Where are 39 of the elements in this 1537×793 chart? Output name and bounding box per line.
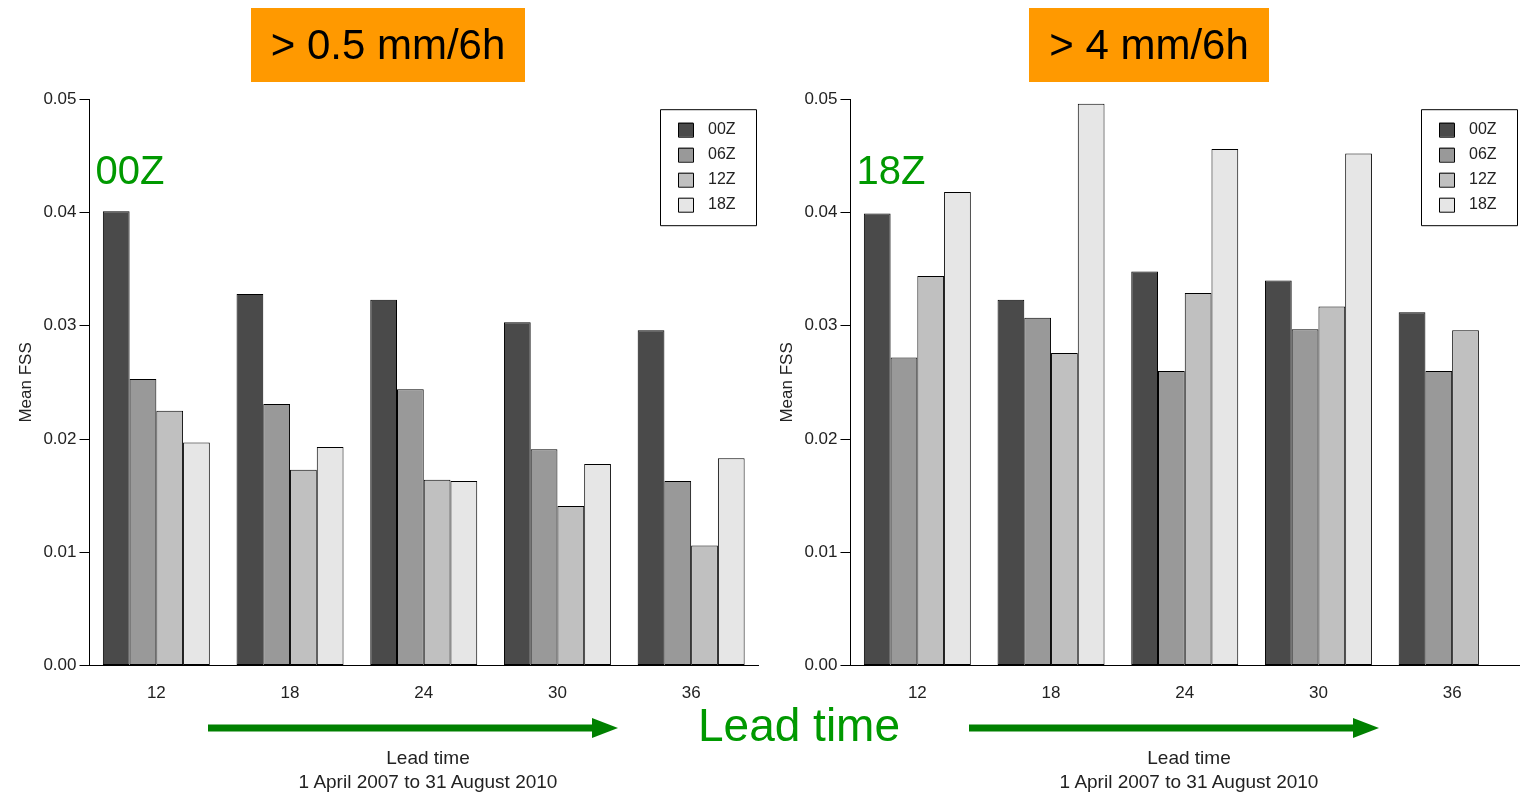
x-tick-label: 12	[907, 683, 927, 703]
x-tick-label: 12	[146, 683, 166, 703]
legend-label: 00Z	[1469, 120, 1497, 138]
y-tick-label: 0.04	[804, 202, 838, 222]
annotation: 18Z	[856, 148, 926, 193]
legend-label: 18Z	[708, 195, 736, 213]
legend-label: 06Z	[708, 145, 736, 163]
y-axis-title: Mean FSS	[15, 342, 35, 423]
x-tick-label: 18	[1041, 683, 1061, 703]
y-tick-label: 0.04	[43, 202, 77, 222]
x-tick-label: 36	[681, 683, 701, 703]
legend-label: 06Z	[1469, 145, 1497, 163]
y-tick-label: 0.05	[804, 88, 838, 108]
y-tick-label: 0.02	[804, 428, 838, 448]
chart-title: > 4 mm/6h	[1029, 8, 1269, 82]
y-tick-label: 0.03	[804, 315, 838, 335]
x-tick-label: 18	[280, 683, 300, 703]
legend-label: 12Z	[708, 170, 736, 188]
x-tick-label: 30	[1308, 683, 1328, 703]
x-axis-title: Lead time 1 April 2007 to 31 August 2010	[1059, 747, 1319, 792]
y-tick-label: 0.03	[43, 315, 77, 335]
annotation: 00Z	[95, 148, 165, 193]
legend-label: 18Z	[1469, 195, 1497, 213]
y-axis-title: Mean FSS	[776, 342, 796, 423]
y-tick-label: 0.00	[804, 655, 838, 675]
legend-label: 12Z	[1469, 170, 1497, 188]
text: Lead time	[698, 698, 901, 752]
y-tick-label: 0.05	[43, 88, 77, 108]
x-tick-label: 24	[1175, 683, 1195, 703]
x-axis-title: Lead time 1 April 2007 to 31 August 2010	[298, 747, 558, 792]
y-tick-label: 0.00	[43, 655, 77, 675]
x-tick-label: 36	[1442, 683, 1462, 703]
y-tick-label: 0.01	[804, 542, 838, 562]
y-tick-label: 0.02	[43, 428, 77, 448]
x-tick-label: 30	[547, 683, 567, 703]
chart-title: > 0.5 mm/6h	[250, 8, 526, 82]
y-tick-label: 0.01	[43, 542, 77, 562]
x-tick-label: 24	[414, 683, 434, 703]
legend-label: 00Z	[708, 120, 736, 138]
